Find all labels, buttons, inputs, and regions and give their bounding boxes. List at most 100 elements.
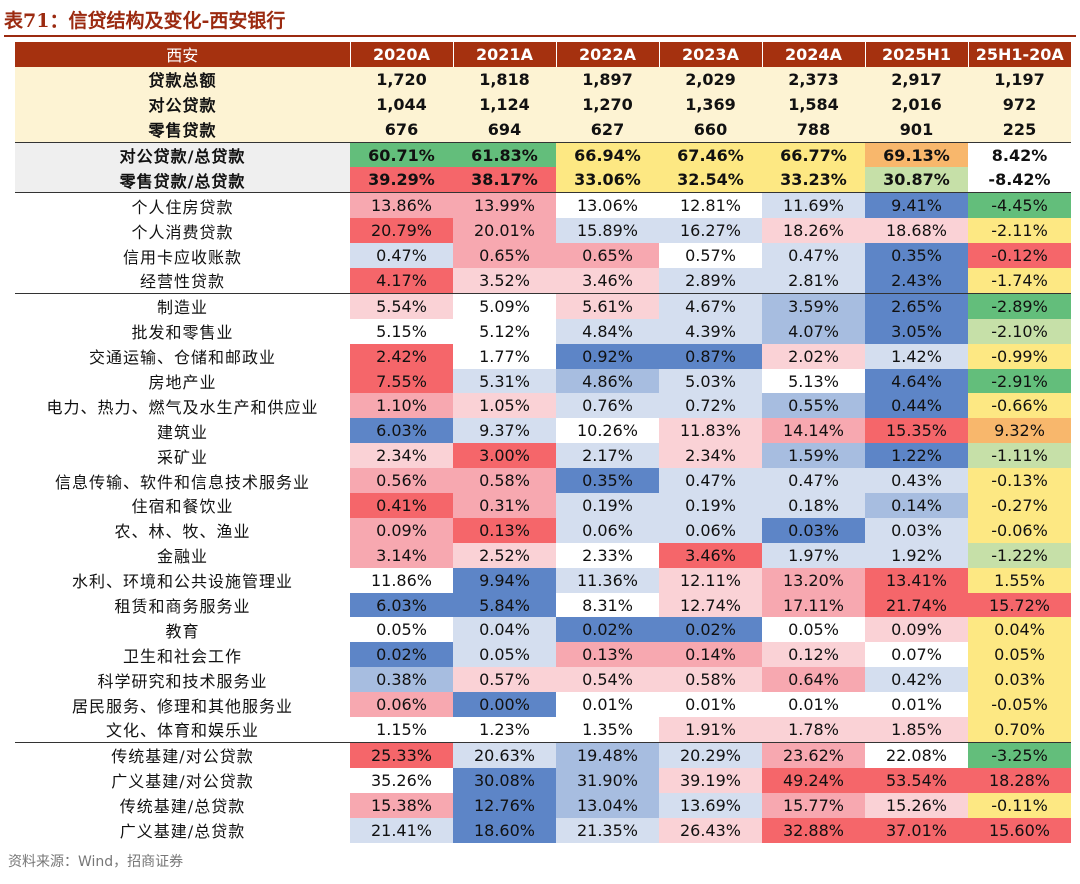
table-cell: 694 — [453, 116, 556, 143]
table-row: 电力、热力、燃气及水生产和供应业 1.10% 1.05% 0.76% 0.72% 0.55… — [15, 393, 1071, 419]
table-cell: 32.88% — [762, 817, 865, 843]
table-row: 建筑业 6.03% 9.37% 10.26% 11.83% 14.14% 15.35% 9.3… — [15, 418, 1071, 444]
table-cell: 1,124 — [453, 91, 556, 117]
table-cell: 14.14% — [762, 418, 865, 444]
row-label: 个人住房贷款 — [15, 192, 350, 219]
row-label: 批发和零售业 — [131, 323, 234, 343]
table-row: 水利、环境和公共设施管理业 11.86% 9.94% 11.36% 12.11% 13.2… — [15, 567, 1071, 593]
table-cell: 15.26% — [865, 792, 968, 818]
table-cell: 1.77% — [453, 343, 556, 369]
table-cell: 0.31% — [453, 493, 556, 518]
table-cell: 66.77% — [762, 141, 865, 168]
table-cell: 19.48% — [556, 741, 659, 768]
table-cell: 1,270 — [556, 91, 659, 117]
table-cell: -0.99% — [968, 343, 1071, 369]
table-cell: 0.12% — [762, 642, 865, 668]
table-cell: -0.12% — [968, 243, 1071, 269]
table-cell: 0.03% — [762, 517, 865, 543]
table-cell: 788 — [762, 116, 865, 143]
table-cell: 0.06% — [659, 517, 762, 543]
table-cell: -0.13% — [968, 468, 1071, 494]
table-cell: 1,369 — [659, 91, 762, 117]
table-cell: 0.35% — [556, 468, 659, 494]
table-cell: 49.24% — [762, 767, 865, 793]
table-cell: 5.61% — [556, 292, 659, 319]
row-label: 住宿和餐饮业 — [131, 497, 234, 517]
table-cell: 225 — [968, 116, 1071, 143]
table-cell: 0.64% — [762, 667, 865, 693]
table-cell: 0.01% — [865, 692, 968, 718]
table-row: 传统基建/总贷款 15.38% 12.76% 13.04% 13.69% 15.77% 15… — [15, 792, 1071, 818]
table-row: 卫生和社会工作 0.02% 0.05% 0.13% 0.14% 0.12% 0.07% 0.0… — [15, 642, 1071, 668]
table-cell: 1.10% — [350, 393, 453, 419]
table-cell: 18.60% — [453, 817, 556, 843]
table-cell: 2.34% — [350, 443, 453, 469]
table-row: 传统基建/对公贷款 25.33% 20.63% 19.48% 20.29% 23.62% 2… — [15, 741, 1071, 768]
table-cell: 2.89% — [659, 268, 762, 294]
table-cell: 38.17% — [453, 167, 556, 193]
row-label: 信用卡应收账款 — [122, 247, 242, 267]
row-label: 贷款总额 — [15, 66, 350, 92]
table-cell: 2.43% — [865, 268, 968, 294]
table-title: 表71：信贷结构及变化-西安银行 — [4, 10, 286, 32]
table-cell: 0.14% — [659, 642, 762, 668]
header-period: 2022A — [555, 42, 659, 67]
row-label: 教育 — [165, 621, 200, 641]
table-cell: 2,373 — [762, 66, 865, 92]
table-cell: 0.01% — [556, 692, 659, 718]
table-cell: 2.02% — [762, 343, 865, 369]
table-cell: 60.71% — [350, 141, 453, 168]
table-cell: 0.47% — [762, 468, 865, 494]
table-cell: 0.02% — [556, 617, 659, 643]
table-cell: 2.33% — [556, 542, 659, 568]
table-cell: -2.10% — [968, 318, 1071, 344]
table-cell: 5.09% — [453, 292, 556, 319]
table-row: 零售贷款 676 694 627 660 788 901 225 — [15, 116, 1071, 143]
table-cell: 69.13% — [865, 141, 968, 168]
table-cell: 15.60% — [968, 817, 1071, 843]
table-cell: 0.54% — [556, 667, 659, 693]
table-cell: -0.05% — [968, 692, 1071, 718]
table-cell: 32.54% — [659, 167, 762, 193]
table-cell: 4.07% — [762, 318, 865, 344]
table-cell: -4.45% — [968, 192, 1071, 219]
table-row: 制造业 5.54% 5.09% 5.61% 4.67% 3.59% 2.65% -2.89% — [15, 292, 1071, 319]
table-row: 个人住房贷款 13.86% 13.99% 13.06% 12.81% 11.69% 9.41… — [15, 192, 1071, 219]
table-cell: 2.81% — [762, 268, 865, 294]
table-cell: 18.26% — [762, 218, 865, 244]
table-cell: 1.97% — [762, 542, 865, 568]
table-cell: 627 — [556, 116, 659, 143]
table-cell: 30.08% — [453, 767, 556, 793]
header-bank-name: 西安 — [15, 42, 350, 67]
table-cell: 2.42% — [350, 343, 453, 369]
table-cell: 3.46% — [556, 268, 659, 294]
table-cell: 0.05% — [968, 642, 1071, 668]
row-label: 电力、热力、燃气及水生产和供应业 — [46, 397, 319, 417]
table-cell: -0.66% — [968, 393, 1071, 419]
table-row: 租赁和商务服务业 6.03% 5.84% 8.31% 12.74% 17.11% 21.74… — [15, 592, 1071, 618]
table-row: 教育 0.05% 0.04% 0.02% 0.02% 0.05% 0.09% 0.04% — [15, 617, 1071, 643]
table-row: 信用卡应收账款 0.47% 0.65% 0.65% 0.57% 0.47% 0.35% -0.… — [15, 243, 1071, 269]
table-row: 住宿和餐饮业 0.41% 0.31% 0.19% 0.19% 0.18% 0.14% -0.2… — [15, 493, 1071, 518]
table-cell: 0.04% — [968, 617, 1071, 643]
table-header-row: 西安 2020A 2021A 2022A 2023A 2024A 2025H1 25H1-20… — [15, 42, 1071, 67]
table-cell: 1.92% — [865, 542, 968, 568]
table-cell: 0.42% — [865, 667, 968, 693]
table-cell: 3.59% — [762, 292, 865, 319]
row-label: 经营性贷款 — [139, 272, 225, 292]
row-label: 个人消费贷款 — [131, 222, 234, 242]
row-label: 广义基建/对公贷款 — [111, 772, 254, 792]
table-cell: -1.74% — [968, 268, 1071, 294]
table-cell: 0.41% — [350, 493, 453, 518]
table-cell: 13.04% — [556, 792, 659, 818]
table-cell: 2.65% — [865, 292, 968, 319]
table-cell: 901 — [865, 116, 968, 143]
table-cell: 2.34% — [659, 443, 762, 469]
table-cell: 1.05% — [453, 393, 556, 419]
table-cell: -0.11% — [968, 792, 1071, 818]
table-cell: 39.19% — [659, 767, 762, 793]
table-cell: 0.58% — [659, 667, 762, 693]
table-cell: 5.84% — [453, 592, 556, 618]
table-cell: 1,197 — [968, 66, 1071, 92]
table-cell: 17.11% — [762, 592, 865, 618]
